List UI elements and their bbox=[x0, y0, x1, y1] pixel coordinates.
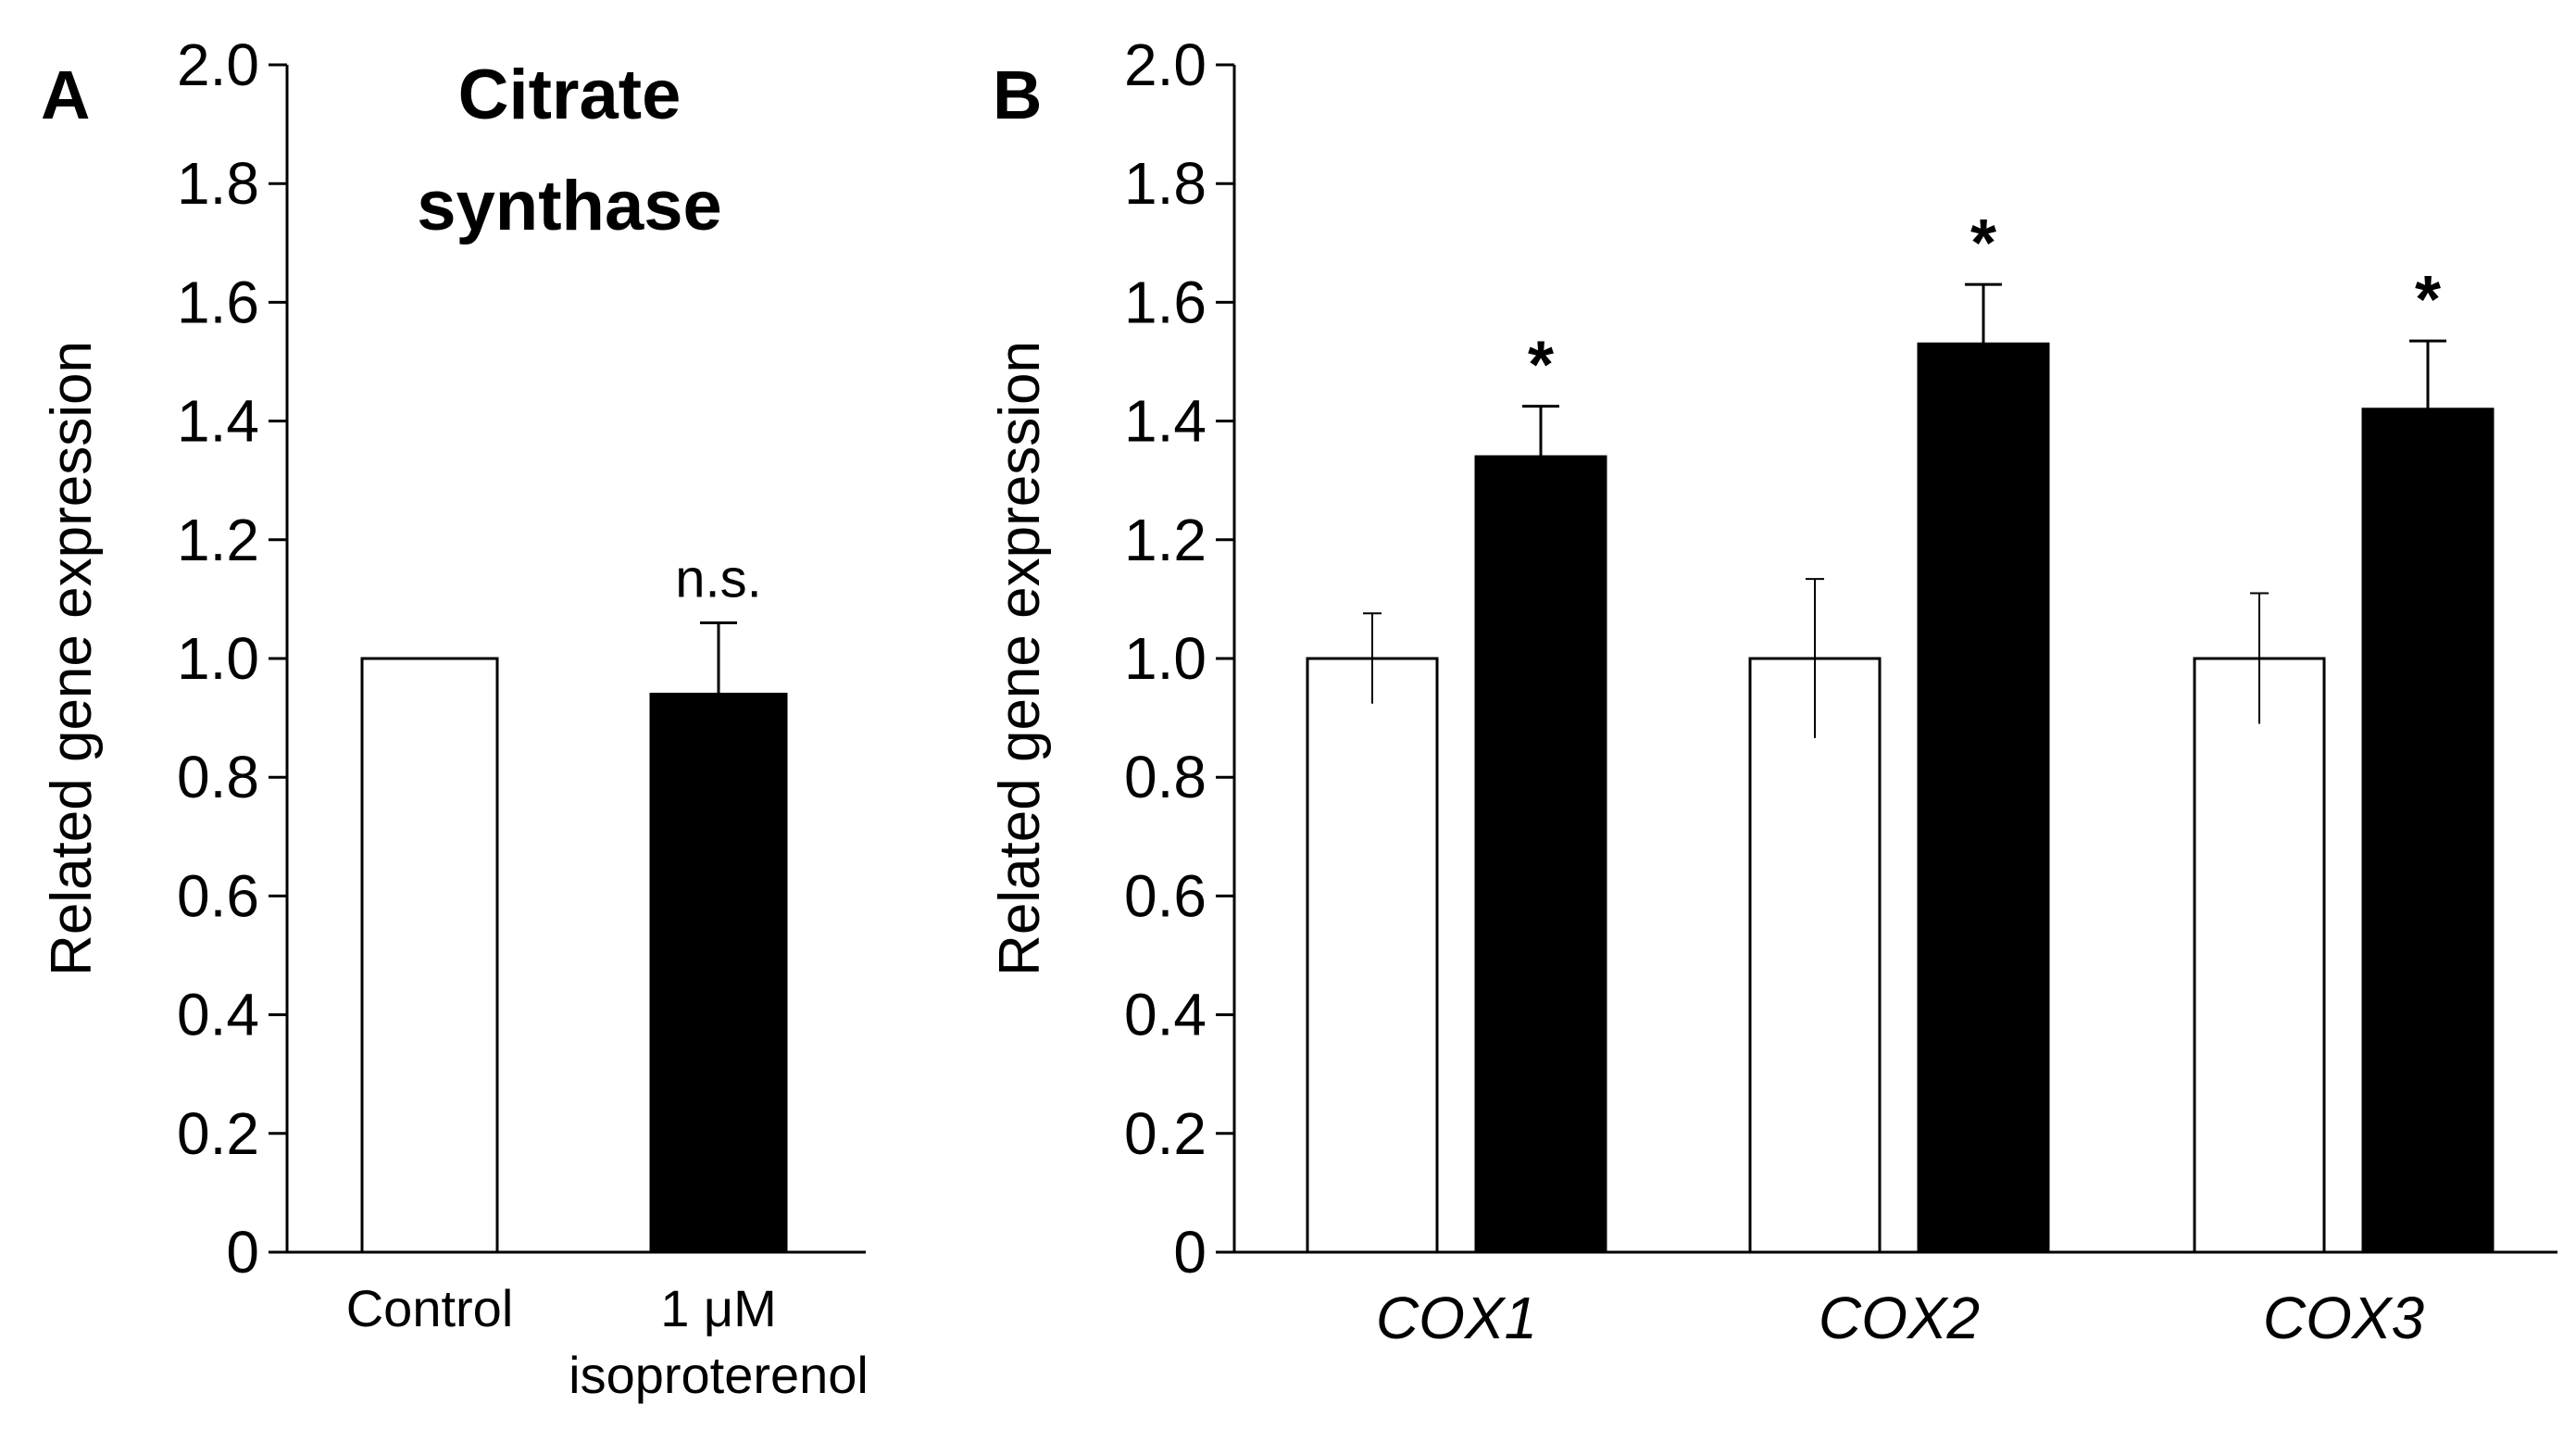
chart-title: synthase bbox=[417, 167, 722, 245]
y-tick-label: 1.2 bbox=[177, 507, 259, 573]
y-tick-label: 0.4 bbox=[177, 982, 259, 1048]
y-tick-label: 0.4 bbox=[1124, 982, 1207, 1048]
bar bbox=[1917, 342, 2050, 1254]
y-tick-label: 0 bbox=[226, 1219, 259, 1286]
y-tick-label: 2.0 bbox=[1124, 31, 1207, 98]
y-tick-label: 1.8 bbox=[177, 150, 259, 217]
panel-letter: B bbox=[993, 56, 1042, 133]
bar bbox=[1748, 657, 1882, 1254]
y-tick-label: 1.0 bbox=[177, 625, 259, 692]
x-tick-label: 1 μM bbox=[660, 1279, 777, 1337]
chart-title: Citrate bbox=[458, 56, 682, 134]
y-tick-label: 1.6 bbox=[1124, 269, 1207, 335]
y-tick-label: 1.2 bbox=[1124, 507, 1207, 573]
y-tick-label: 1.4 bbox=[1124, 388, 1207, 455]
y-tick-label: 0.2 bbox=[1124, 1100, 1207, 1167]
x-tick-label: isoproterenol bbox=[569, 1346, 869, 1404]
panel-b: B 0 0.2 0.4 0.6 0.8 1.0 1.2 1.4 1.6 1.8 2.0 Related … bbox=[988, 31, 2557, 1351]
y-tick-label: 0.2 bbox=[177, 1100, 259, 1167]
significance-star: * bbox=[2415, 263, 2441, 337]
y-tick-label: 2.0 bbox=[177, 31, 259, 98]
y-tick-label: 0.6 bbox=[177, 862, 259, 929]
significance-star: * bbox=[1528, 329, 1554, 403]
bar bbox=[2361, 408, 2495, 1254]
y-tick-label: 0.6 bbox=[1124, 862, 1207, 929]
y-tick-label: 1.0 bbox=[1124, 625, 1207, 692]
y-tick-label: 1.4 bbox=[177, 388, 259, 455]
y-axis-label: Related gene expression bbox=[40, 341, 104, 976]
bar bbox=[1474, 455, 1607, 1254]
x-tick-label: COX1 bbox=[1376, 1285, 1537, 1351]
y-tick-label: 0 bbox=[1173, 1219, 1207, 1286]
significance-star: * bbox=[1970, 207, 1996, 281]
y-tick-label: 0.8 bbox=[177, 744, 259, 810]
panel-a: A 0 0.2 0.4 0.6 0.8 1.0 1.2 1.4 1.6 1.8 2.0 Related … bbox=[40, 31, 869, 1404]
bar bbox=[649, 692, 788, 1254]
y-tick-label: 1.6 bbox=[177, 269, 259, 335]
bar bbox=[1306, 657, 1439, 1254]
y-tick-label: 1.8 bbox=[1124, 150, 1207, 217]
panel-letter: A bbox=[41, 56, 90, 133]
y-axis-label: Related gene expression bbox=[988, 341, 1052, 976]
x-tick-label: COX3 bbox=[2263, 1285, 2425, 1351]
x-tick-label: COX2 bbox=[1819, 1285, 1980, 1351]
x-tick-label: Control bbox=[346, 1279, 514, 1337]
y-tick-label: 0.8 bbox=[1124, 744, 1207, 810]
bar bbox=[2193, 657, 2326, 1254]
bar bbox=[360, 657, 499, 1254]
significance-label: n.s. bbox=[675, 549, 762, 609]
